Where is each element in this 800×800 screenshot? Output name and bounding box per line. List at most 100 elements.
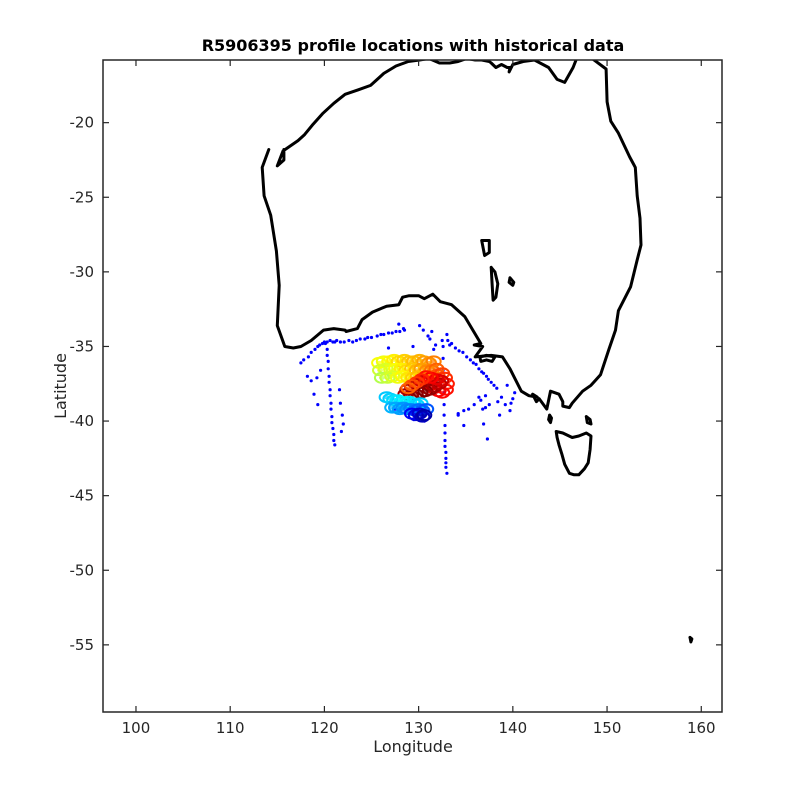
historical-point: [351, 340, 355, 344]
historical-point: [328, 338, 332, 343]
historical-point: [329, 401, 333, 405]
profile-point-core: [421, 413, 428, 418]
historical-point: [511, 397, 515, 401]
historical-point: [482, 422, 486, 426]
historical-point: [467, 407, 471, 411]
historical-point: [337, 388, 342, 392]
x-tick-label: 100: [122, 719, 151, 737]
historical-point: [335, 338, 339, 343]
historical-point: [492, 383, 496, 387]
historical-point: [474, 362, 478, 366]
historical-point: [445, 471, 449, 475]
historical-point: [498, 413, 502, 417]
historical-point: [448, 343, 452, 347]
historical-point: [299, 361, 303, 365]
profile-point: [400, 382, 417, 395]
coastline-7: [507, 276, 516, 287]
historical-point: [444, 450, 448, 454]
historical-point: [505, 383, 509, 387]
profile-locations-layer: [371, 353, 455, 423]
profile-point: [418, 370, 435, 383]
x-axis-label: Longitude: [373, 737, 453, 756]
historical-point: [363, 337, 367, 341]
historical-point: [443, 423, 447, 428]
historical-point: [347, 338, 351, 343]
historical-point: [328, 388, 332, 392]
coastline-layer: [260, 60, 694, 644]
historical-point: [477, 367, 481, 371]
profile-point: [413, 373, 430, 386]
historical-point: [306, 355, 310, 359]
historical-point: [503, 403, 507, 407]
historical-point: [325, 347, 329, 351]
historical-point: [418, 324, 422, 328]
historical-point: [305, 374, 309, 378]
profile-point: [421, 383, 438, 396]
historical-point: [369, 335, 374, 340]
historical-point: [442, 403, 446, 407]
historical-point: [316, 403, 320, 407]
coastline-3: [547, 413, 553, 425]
historical-point: [428, 337, 432, 341]
historical-point: [485, 437, 489, 441]
historical-point: [462, 409, 466, 413]
historical-point: [499, 395, 504, 399]
y-tick-label: -40: [70, 412, 95, 430]
historical-point: [386, 331, 391, 335]
historical-point: [319, 368, 323, 372]
historical-point: [421, 328, 425, 332]
historical-point: [338, 401, 342, 405]
historical-point: [471, 361, 475, 365]
historical-point: [461, 350, 465, 354]
historical-point: [326, 367, 330, 371]
historical-point: [486, 377, 490, 381]
historical-point: [330, 421, 334, 425]
historical-point: [390, 331, 394, 335]
historical-point: [331, 426, 335, 431]
historical-point: [484, 374, 489, 378]
coastline-1: [554, 430, 593, 477]
historical-point: [443, 438, 447, 443]
historical-point: [426, 334, 430, 338]
historical-point: [477, 395, 481, 399]
historical-point: [386, 346, 391, 350]
y-tick-label: -45: [70, 487, 95, 505]
historical-point: [457, 349, 461, 353]
historical-point: [489, 380, 493, 384]
historical-point: [342, 340, 346, 344]
historical-point: [456, 413, 460, 417]
x-tick-label: 120: [310, 719, 339, 737]
y-tick-label: -55: [70, 636, 95, 654]
coastline-2: [478, 353, 497, 363]
historical-point: [495, 386, 499, 390]
historical-point: [445, 332, 449, 337]
historical-point: [309, 379, 313, 383]
x-tick-label: 130: [404, 719, 433, 737]
historical-point: [329, 407, 333, 411]
historical-point: [332, 438, 336, 443]
historical-point: [302, 358, 306, 362]
x-tick-label: 160: [687, 719, 716, 737]
historical-point: [313, 347, 317, 351]
historical-point: [479, 398, 483, 402]
historical-point: [340, 413, 344, 417]
historical-point: [444, 461, 448, 465]
plot-frame: [102, 59, 723, 713]
historical-point: [315, 376, 319, 380]
y-tick-label: -50: [70, 561, 95, 579]
historical-point: [508, 409, 512, 413]
historical-point: [472, 403, 476, 407]
historical-point: [487, 403, 491, 407]
x-tick-label: 110: [216, 719, 245, 737]
historical-point: [440, 338, 444, 343]
historical-point: [443, 431, 447, 435]
historical-point: [394, 329, 398, 334]
historical-point: [327, 380, 331, 384]
historical-point: [326, 359, 330, 363]
historical-point: [483, 394, 488, 398]
historical-point: [397, 322, 401, 326]
profile-point-core: [430, 359, 437, 364]
historical-point: [332, 432, 336, 437]
coastline-8: [688, 635, 694, 644]
